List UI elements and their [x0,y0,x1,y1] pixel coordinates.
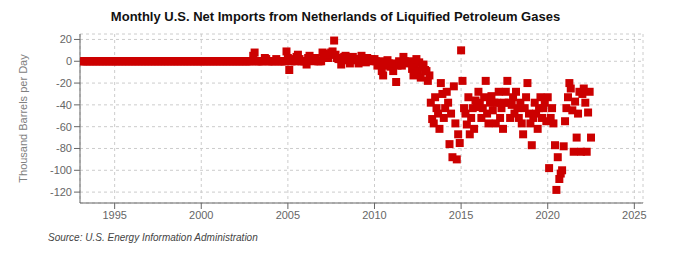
svg-text:-120: -120 [50,186,72,198]
svg-text:20: 20 [60,33,72,45]
svg-text:2000: 2000 [189,209,213,221]
svg-text:2020: 2020 [535,209,559,221]
svg-text:1995: 1995 [102,209,126,221]
html-text:Monthly U.S. Net Imports from: Monthly U.S. Net Imports from Netherland… [110,9,561,24]
svg-text:Thousand Barrels per Day: Thousand Barrels per Day [17,54,29,183]
svg-text:2005: 2005 [276,209,300,221]
svg-text:-20: -20 [56,77,72,89]
svg-text:2010: 2010 [362,209,386,221]
svg-text:-40: -40 [56,99,72,111]
html-text:Source: U.S. Energy Informatio: Source: U.S. Energy Information Administ… [48,232,258,243]
svg-text:-80: -80 [56,142,72,154]
svg-text:2015: 2015 [449,209,473,221]
svg-text:-60: -60 [56,121,72,133]
svg-text:0: 0 [66,55,72,67]
svg-text:2025: 2025 [622,209,646,221]
svg-text:-100: -100 [50,164,72,176]
